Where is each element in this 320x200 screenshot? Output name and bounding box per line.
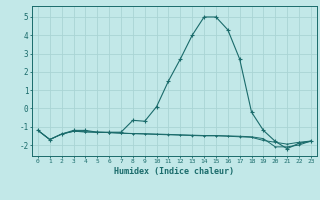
X-axis label: Humidex (Indice chaleur): Humidex (Indice chaleur) bbox=[115, 167, 234, 176]
